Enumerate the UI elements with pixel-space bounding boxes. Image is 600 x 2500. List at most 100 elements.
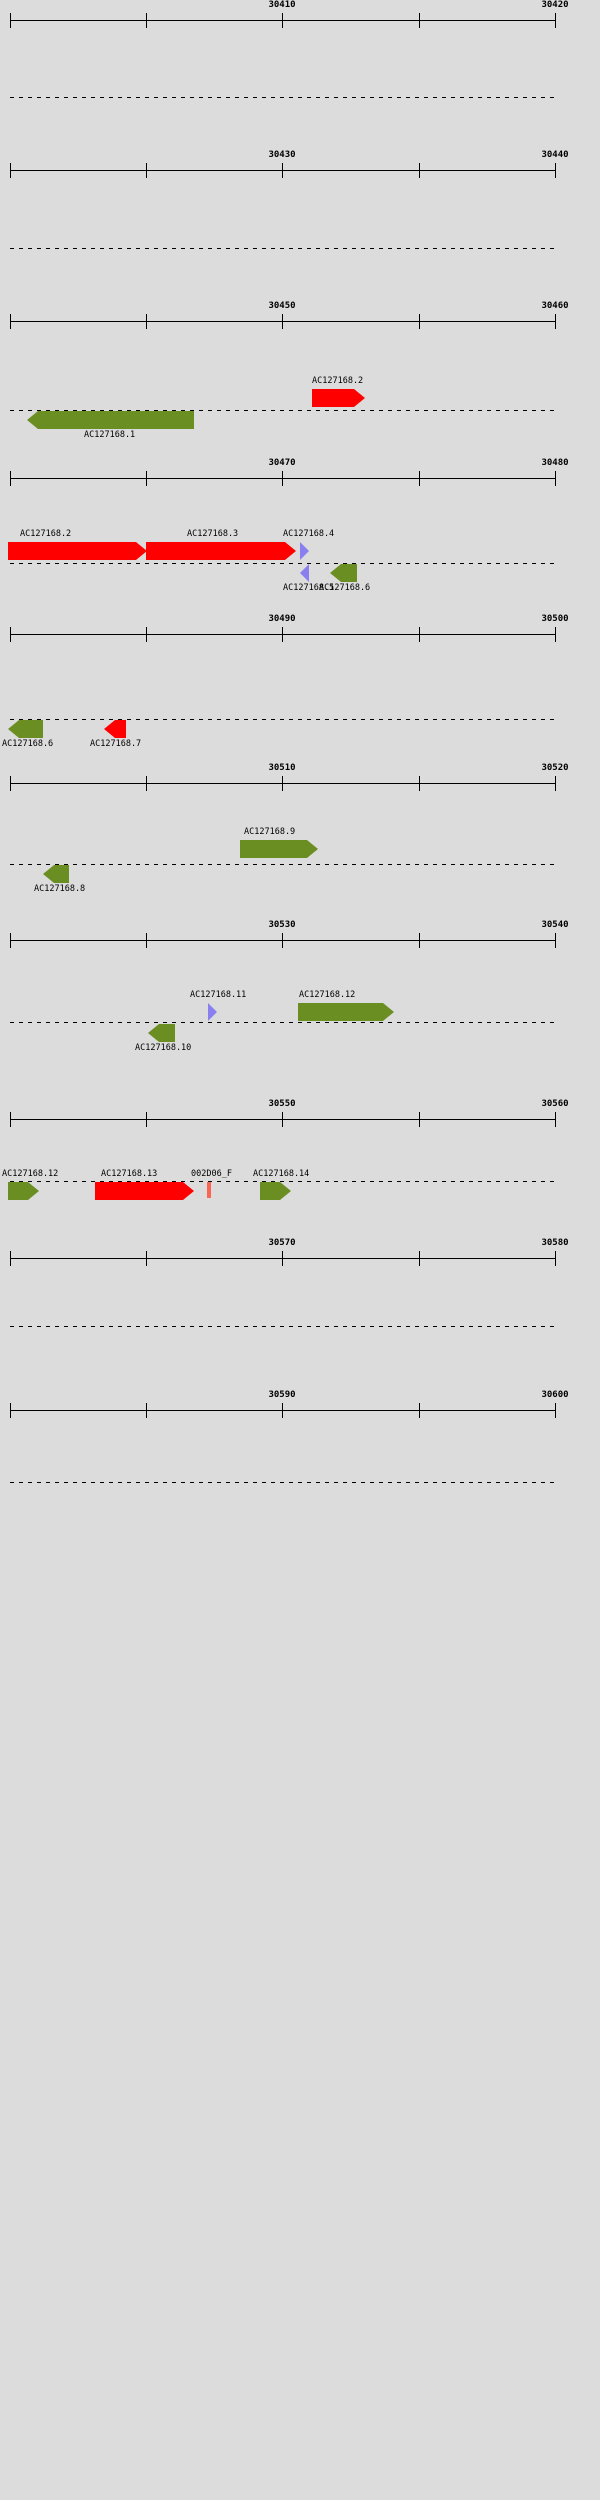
feature-shape <box>27 411 194 429</box>
ruler-tick-label: 30460 <box>541 301 569 311</box>
gene-feature-arrow[interactable]: AC127168.7 <box>90 720 141 749</box>
ruler-tick <box>555 1112 556 1127</box>
ruler-tick-label: 30470 <box>268 458 296 468</box>
gene-feature-arrow[interactable]: 002D06_F <box>191 1169 232 1198</box>
feature-shape <box>8 1182 39 1200</box>
ruler-tick <box>10 776 11 791</box>
track-dashed-baseline <box>10 719 555 720</box>
ruler-tick <box>146 314 147 329</box>
coordinate-ruler: 30450 30460 <box>0 301 600 331</box>
gene-feature-arrow[interactable]: AC127168.11 <box>190 990 246 1021</box>
ruler-tick <box>555 13 556 28</box>
coordinate-ruler: 30470 30480 <box>0 458 600 488</box>
sequence-track-line <box>0 248 600 249</box>
coordinate-ruler: 30490 30500 <box>0 614 600 644</box>
track-dashed-baseline <box>10 1181 555 1182</box>
ruler-tick-label: 30560 <box>541 1099 569 1109</box>
ruler-tick <box>419 933 420 948</box>
ruler-tick <box>555 1251 556 1266</box>
feature-label: AC127168.4 <box>283 529 335 539</box>
sequence-track-line <box>0 563 600 564</box>
ruler-tick <box>555 627 556 642</box>
ruler-tick <box>146 1112 147 1127</box>
ruler-tick-label: 30430 <box>268 150 296 160</box>
gene-feature-arrow[interactable]: AC127168.13 <box>95 1169 194 1200</box>
gene-feature-arrow[interactable]: AC127168.12 <box>2 1169 58 1200</box>
gene-feature-arrow[interactable]: AC127168.3 <box>146 529 296 560</box>
feature-shape <box>240 840 318 858</box>
ruler-tick <box>419 471 420 486</box>
coordinate-ruler: 30510 30520 <box>0 763 600 793</box>
sequence-track-line <box>0 1022 600 1023</box>
gene-feature-arrow[interactable]: AC127168.1 <box>27 411 194 440</box>
ruler-tick <box>419 314 420 329</box>
sequence-track-line <box>0 719 600 720</box>
feature-label: AC127168.12 <box>2 1169 59 1179</box>
ruler-tick <box>282 1403 283 1418</box>
ruler-tick <box>555 471 556 486</box>
feature-label: 002D06_F <box>191 1169 232 1179</box>
gene-feature-arrow[interactable]: AC127168.4 <box>283 529 334 560</box>
coordinate-ruler: 30590 30600 <box>0 1390 600 1420</box>
feature-shape <box>298 1003 394 1021</box>
track-dashed-baseline <box>10 1022 555 1023</box>
gene-feature-arrow[interactable]: AC127168.2 <box>312 376 365 407</box>
ruler-tick <box>282 13 283 28</box>
coordinate-ruler: 30410 30420 <box>0 0 600 30</box>
ruler-tick <box>146 13 147 28</box>
ruler-tick <box>419 627 420 642</box>
feature-label: AC127168.2 <box>312 376 364 386</box>
track-dashed-baseline <box>10 563 555 564</box>
feature-shape <box>300 542 309 560</box>
gene-feature-arrow[interactable]: AC127168.12 <box>298 990 394 1021</box>
feature-label: AC127168.13 <box>101 1169 158 1179</box>
ruler-tick <box>419 163 420 178</box>
ruler-tick <box>555 933 556 948</box>
feature-label: AC127168.7 <box>90 739 142 749</box>
ruler-tick <box>10 314 11 329</box>
sequence-track-line <box>0 410 600 411</box>
ruler-tick <box>282 1251 283 1266</box>
gene-feature-arrow[interactable]: AC127168.8 <box>34 865 85 894</box>
feature-label: AC127168.12 <box>299 990 356 1000</box>
feature-label: AC127168.2 <box>20 529 72 539</box>
gene-feature-arrow[interactable]: AC127168.14 <box>253 1169 309 1200</box>
ruler-tick-label: 30490 <box>268 614 296 624</box>
ruler-tick-label: 30570 <box>268 1238 296 1248</box>
ruler-tick-label: 30420 <box>541 0 569 10</box>
feature-label: AC127168.8 <box>34 884 86 894</box>
gene-feature-arrow[interactable]: AC127168.6 <box>2 720 53 749</box>
track-dashed-baseline <box>10 1326 555 1327</box>
ruler-tick <box>146 1403 147 1418</box>
ruler-tick <box>10 627 11 642</box>
feature-shape <box>104 720 126 738</box>
ruler-tick <box>146 933 147 948</box>
ruler-tick <box>282 471 283 486</box>
feature-shape <box>95 1182 194 1200</box>
ruler-tick <box>555 163 556 178</box>
ruler-tick <box>282 627 283 642</box>
ruler-tick <box>146 776 147 791</box>
sequence-track-line <box>0 1326 600 1327</box>
gene-feature-arrow[interactable]: AC127168.9 <box>240 827 318 858</box>
coordinate-ruler: 30570 30580 <box>0 1238 600 1268</box>
ruler-tick <box>282 314 283 329</box>
ruler-tick <box>10 1251 11 1266</box>
ruler-tick <box>282 776 283 791</box>
feature-shape <box>300 564 309 582</box>
ruler-tick <box>419 1403 420 1418</box>
gene-feature-arrow[interactable]: AC127168.10 <box>135 1024 191 1053</box>
gene-feature-arrow[interactable]: AC127168.6 <box>319 564 370 593</box>
ruler-tick <box>419 13 420 28</box>
feature-label: AC127168.3 <box>187 529 239 539</box>
ruler-tick-label: 30510 <box>268 763 296 773</box>
gene-feature-arrow[interactable]: AC127168.5 <box>283 564 334 593</box>
track-dashed-baseline <box>10 248 555 249</box>
ruler-tick <box>10 471 11 486</box>
feature-label: AC127168.10 <box>135 1043 192 1053</box>
sequence-track-line <box>0 1181 600 1182</box>
feature-shape <box>8 720 43 738</box>
feature-shape <box>208 1003 217 1021</box>
gene-feature-arrow[interactable]: AC127168.2 <box>8 529 147 560</box>
